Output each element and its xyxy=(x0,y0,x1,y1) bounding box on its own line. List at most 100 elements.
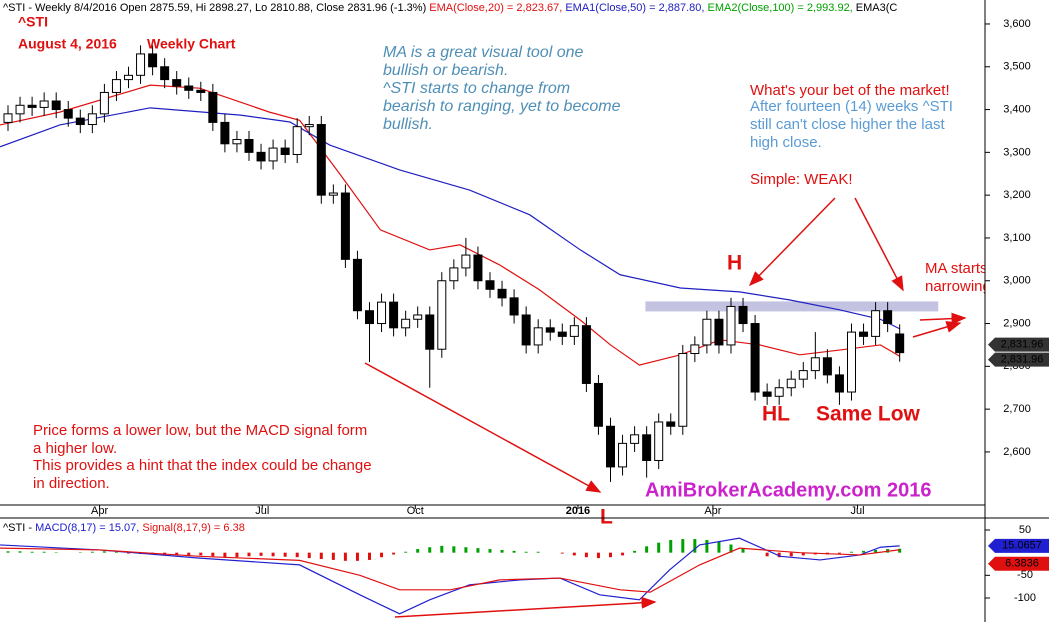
histogram-bar xyxy=(621,552,625,556)
candle-body xyxy=(726,305,736,346)
candle-body xyxy=(774,387,784,397)
candle-body xyxy=(533,327,543,346)
candle-body xyxy=(786,378,796,389)
annotation: MA starts to xyxy=(925,260,1004,277)
macd-header: ^STI - MACD(8,17) = 15.07, Signal(8,17,9… xyxy=(3,522,245,534)
arrow xyxy=(919,312,967,325)
candle-body xyxy=(859,331,869,337)
x-tick-label: Apr xyxy=(91,505,108,517)
candle-body xyxy=(798,370,808,380)
value-label-box xyxy=(988,538,1049,553)
candle-body xyxy=(364,310,374,325)
annotation: a higher low. xyxy=(33,440,117,457)
candle-body xyxy=(389,301,399,329)
header-part: Signal(8,17,9) = 6.38 xyxy=(142,522,244,534)
candle-body xyxy=(581,325,591,384)
x-tick-label: Oct xyxy=(407,505,424,517)
candle-body xyxy=(473,254,483,282)
candle-body xyxy=(377,301,387,325)
candle-body xyxy=(136,53,146,76)
histogram-bar xyxy=(717,541,721,553)
histogram-bar xyxy=(645,546,649,553)
arrow xyxy=(854,197,904,292)
y-tick-label: 3,600 xyxy=(1003,18,1031,30)
candle-body xyxy=(895,333,905,354)
candle-body xyxy=(569,325,579,337)
price-label: 2,831.96 xyxy=(1001,354,1044,366)
candle-body xyxy=(822,357,832,376)
watermark: AmiBrokerAcademy.com 2016 xyxy=(645,479,931,501)
histogram-bar xyxy=(440,545,444,553)
candle-body xyxy=(401,318,411,329)
annotation: What's your bet of the market! xyxy=(750,82,950,99)
candle-body xyxy=(425,314,435,350)
y-tick-label: -100 xyxy=(1014,592,1036,604)
line xyxy=(0,547,900,593)
arrow xyxy=(748,197,836,287)
histogram-bar xyxy=(175,552,179,555)
histogram-bar xyxy=(681,539,685,553)
candle-body xyxy=(630,434,640,444)
candle-body xyxy=(340,192,350,260)
annotation: L xyxy=(600,506,613,529)
histogram-bar xyxy=(283,552,287,557)
candle-body xyxy=(75,117,85,126)
histogram-bar xyxy=(126,552,130,554)
histogram-bar xyxy=(223,552,227,558)
histogram-bar xyxy=(512,550,516,553)
candle-body xyxy=(268,147,278,162)
histogram-bar xyxy=(331,552,335,560)
histogram-bar xyxy=(416,549,420,553)
y-tick-label: 2,700 xyxy=(1003,403,1031,415)
histogram-bar xyxy=(633,550,637,553)
histogram-bar xyxy=(367,552,371,560)
histogram-bar xyxy=(596,552,600,559)
histogram-bar xyxy=(608,552,612,558)
annotation: Simple: WEAK! xyxy=(750,171,853,188)
header-part: ^STI - xyxy=(3,522,35,534)
candle-body xyxy=(449,267,459,282)
histogram-bar xyxy=(572,552,576,556)
value-label: 6.3836 xyxy=(1005,558,1039,570)
candle-body xyxy=(762,391,772,397)
candle-body xyxy=(184,85,194,91)
y-tick-label: 3,400 xyxy=(1003,103,1031,115)
x-tick-label: Jul xyxy=(255,505,269,517)
candle-body xyxy=(292,126,302,155)
line xyxy=(0,84,900,366)
period: Weekly Chart xyxy=(147,36,236,52)
candle-body xyxy=(220,121,230,145)
candle-body xyxy=(557,331,567,337)
candle-body xyxy=(605,425,615,468)
y-tick-label: -50 xyxy=(1017,569,1033,581)
chart-header: ^STI - Weekly 8/4/2016 Open 2875.59, Hi … xyxy=(3,2,897,14)
histogram-bar xyxy=(235,552,239,558)
histogram-bar xyxy=(307,552,311,559)
candle-body xyxy=(51,100,61,111)
candle-body xyxy=(39,100,49,108)
annotation: bullish. xyxy=(383,116,433,133)
price-label: 2,831.96 xyxy=(1001,339,1044,351)
histogram-bar xyxy=(849,551,853,553)
histogram-bar xyxy=(271,552,275,557)
histogram-bar xyxy=(837,552,841,554)
candle-body xyxy=(232,139,242,145)
annotation: still can't close higher the last xyxy=(750,116,945,133)
annotation: After fourteen (14) weeks ^STI xyxy=(750,98,953,115)
arrow xyxy=(912,321,962,338)
annotation: Same Low xyxy=(816,403,921,426)
value-label-box xyxy=(988,556,1049,571)
candle-body xyxy=(545,327,555,333)
candle-body xyxy=(208,91,218,123)
annotation: in direction. xyxy=(33,475,110,492)
y-tick-label: 3,200 xyxy=(1003,189,1031,201)
histogram-bar xyxy=(211,552,215,557)
histogram-bar xyxy=(464,547,468,553)
candle-body xyxy=(618,442,628,468)
candle-body xyxy=(846,331,856,393)
symbol: ^STI xyxy=(18,14,48,30)
histogram-bar xyxy=(392,552,396,555)
candle-body xyxy=(678,353,688,427)
header-part: EMA1(Close,50) = 2,887.80, xyxy=(565,2,707,14)
